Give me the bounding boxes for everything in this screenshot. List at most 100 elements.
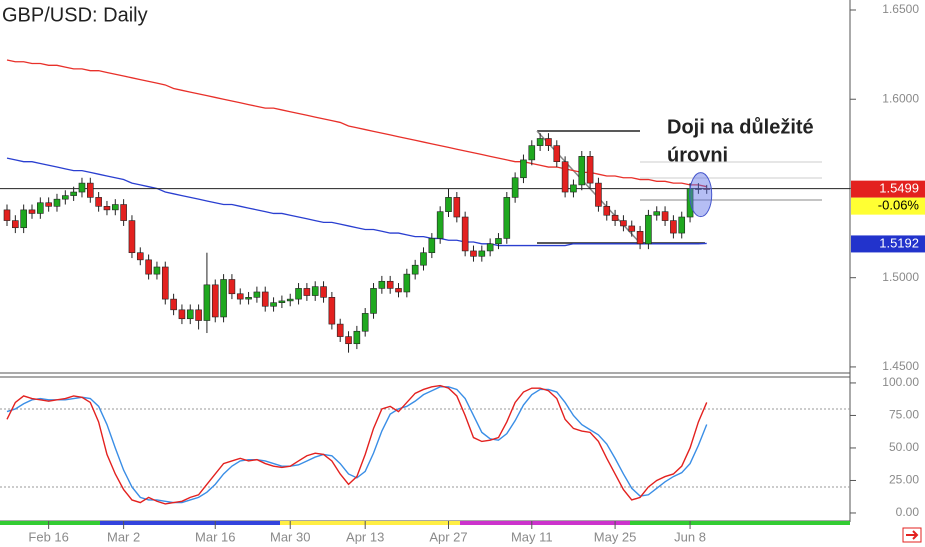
arrow-icon	[906, 530, 919, 540]
candle-body	[520, 159, 527, 179]
price-label-box	[851, 197, 925, 215]
candle-body	[528, 145, 536, 161]
y-tick-label: 75.00	[889, 408, 919, 422]
candle-body	[87, 182, 94, 198]
candle-body	[353, 330, 361, 345]
candle-body	[428, 238, 436, 254]
candle-body	[211, 284, 219, 318]
candle-body	[245, 297, 252, 300]
candle-body	[161, 266, 169, 300]
moving-average	[6, 157, 707, 247]
candle-body	[653, 211, 661, 216]
candle-body	[378, 280, 386, 289]
month-strip	[280, 521, 460, 525]
candle-body	[420, 252, 427, 266]
candle-body	[253, 291, 261, 298]
candle-body	[545, 138, 552, 146]
candle-body	[70, 191, 77, 196]
y-tick-label: 0.00	[896, 505, 920, 519]
x-tick-label: Mar 16	[195, 529, 235, 544]
candle-body	[628, 225, 636, 232]
candle-body	[503, 197, 511, 239]
candle-body	[436, 211, 444, 239]
candle-body	[611, 214, 619, 221]
candle-body	[111, 204, 119, 211]
x-tick-label: May 25	[594, 529, 637, 544]
y-tick-label: 25.00	[889, 473, 919, 487]
candle-body	[278, 300, 286, 303]
candle-body	[361, 313, 369, 332]
oscillator-line	[6, 386, 708, 504]
candle-body	[28, 209, 36, 214]
x-tick-label: Mar 30	[270, 529, 310, 544]
candle-body	[478, 250, 486, 257]
highlight-ellipse	[689, 172, 713, 218]
month-strip	[460, 521, 630, 525]
candle-body	[336, 323, 344, 337]
oscillator-line	[6, 384, 708, 505]
price-label-box	[851, 180, 925, 198]
candle-body	[145, 259, 152, 275]
candle-body	[695, 188, 702, 190]
candle-body	[703, 188, 711, 190]
annotation: Doji na důležité	[667, 116, 814, 138]
candle-body	[395, 288, 402, 293]
candle-body	[270, 302, 277, 307]
candle-body	[78, 182, 86, 193]
candle-body	[3, 209, 11, 221]
candle-body	[236, 293, 244, 300]
candle-body	[486, 243, 494, 252]
candle-body	[153, 266, 161, 275]
y-tick-label: 1.4500	[882, 359, 919, 373]
candle-body	[445, 197, 452, 212]
price-label: -0.06%	[878, 198, 920, 213]
candle-body	[370, 288, 377, 314]
candle-body	[295, 288, 302, 300]
candle-body	[103, 206, 111, 211]
candle-body	[186, 309, 194, 320]
candle-body	[603, 206, 611, 216]
candle-body	[570, 184, 577, 193]
x-tick-label: Apr 13	[346, 529, 384, 544]
candle-body	[670, 220, 677, 234]
x-tick-label: Mar 2	[107, 529, 140, 544]
candle-body	[311, 286, 319, 296]
candle-body	[303, 288, 311, 296]
candle-body	[220, 279, 227, 318]
candle-body	[228, 279, 236, 295]
y-tick-label: 1.5000	[882, 270, 919, 284]
price-label-box	[851, 235, 925, 253]
x-tick-label: Apr 27	[429, 529, 467, 544]
price-label: 1.5499	[879, 181, 919, 196]
candle-body	[586, 156, 594, 184]
month-strip	[100, 521, 280, 525]
candle-body	[120, 204, 127, 221]
candle-body	[328, 297, 336, 325]
x-tick-label: Feb 16	[28, 529, 68, 544]
candle-body	[386, 280, 394, 289]
candle-body	[411, 264, 419, 275]
candle-body	[661, 211, 669, 221]
candle-body	[286, 298, 294, 302]
candle-body	[578, 156, 586, 186]
chart-title: GBP/USD: Daily	[2, 4, 148, 26]
candle-body	[53, 198, 61, 207]
candle-body	[37, 202, 44, 214]
candle-body	[403, 273, 411, 293]
candle-body	[128, 220, 136, 254]
candle-body	[178, 309, 186, 320]
month-strip	[630, 521, 850, 525]
candle-body	[203, 284, 211, 321]
candle-body	[461, 216, 469, 252]
annotation: úrovni	[667, 144, 728, 166]
month-strip	[0, 521, 100, 525]
candle-body	[345, 336, 352, 345]
candle-body	[645, 214, 652, 245]
candle-body	[536, 138, 544, 146]
y-tick-label: 50.00	[889, 440, 919, 454]
candle-body	[453, 197, 461, 218]
candle-body	[511, 177, 519, 198]
candle-body	[170, 298, 177, 311]
candle-body	[495, 238, 502, 245]
